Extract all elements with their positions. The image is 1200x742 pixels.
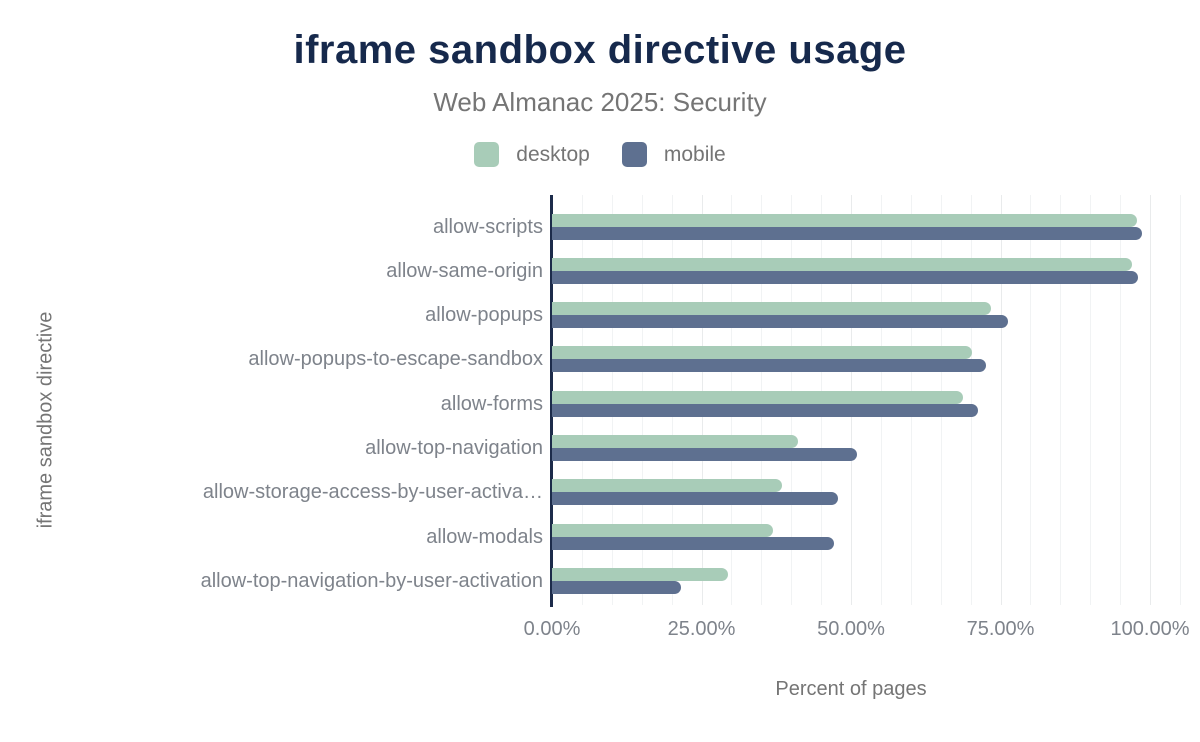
desktop-bar[interactable] — [552, 302, 991, 316]
legend: desktop mobile — [0, 142, 1200, 167]
y-axis-title: iframe sandbox directive — [34, 311, 57, 529]
gridline — [1120, 195, 1122, 605]
category-label: allow-popups-to-escape-sandbox — [248, 348, 543, 371]
desktop-bar[interactable] — [552, 346, 972, 360]
legend-label-mobile: mobile — [663, 142, 726, 166]
x-tick-label: 100.00% — [1110, 618, 1190, 640]
mobile-bar[interactable] — [552, 270, 1138, 284]
chart-title: iframe sandbox directive usage — [293, 28, 907, 72]
gridline — [1090, 195, 1092, 605]
x-tick-label: 0.00% — [523, 618, 581, 640]
gridline — [1030, 195, 1032, 605]
desktop-bar[interactable] — [552, 567, 728, 581]
x-tick-label: 25.00% — [667, 618, 736, 640]
bar-row: allow-same-origin — [386, 257, 1138, 285]
desktop-bar[interactable] — [552, 390, 964, 404]
chart-subtitle: Web Almanac 2025: Security — [433, 87, 767, 117]
category-label: allow-top-navigation — [365, 437, 543, 459]
desktop-bar[interactable] — [552, 523, 774, 537]
mobile-bar[interactable] — [552, 536, 835, 550]
bar-row: allow-scripts — [433, 213, 1142, 241]
desktop-bar[interactable] — [552, 213, 1137, 227]
bar-row: allow-forms — [441, 390, 978, 418]
x-axis-title: Percent of pages — [775, 678, 927, 700]
plot-area: allow-scripts allow-same-origin allow-popu… — [201, 195, 1185, 607]
bar-row: allow-top-navigation-by-user-activation — [201, 567, 728, 595]
x-tick-label: 75.00% — [966, 618, 1035, 640]
mobile-bar[interactable] — [552, 315, 1009, 329]
category-label: allow-forms — [440, 392, 543, 415]
bar-row: allow-popups-to-escape-sandbox — [248, 346, 987, 373]
desktop-bar[interactable] — [552, 479, 783, 493]
bar-row: allow-top-navigation — [365, 435, 857, 462]
mobile-bar[interactable] — [552, 226, 1142, 240]
gridline — [1060, 195, 1062, 605]
desktop-bar[interactable] — [552, 435, 798, 448]
x-tick-label: 50.00% — [817, 618, 885, 640]
desktop-series-swatch-icon — [474, 142, 500, 167]
bar-row: allow-popups — [425, 302, 1009, 329]
x-axis-ticks: 0.00% 25.00% 50.00% 75.00% 100.00% — [524, 618, 1190, 642]
category-label: allow-same-origin — [386, 259, 543, 282]
mobile-bar[interactable] — [552, 448, 857, 461]
mobile-bar[interactable] — [552, 492, 838, 506]
gridline — [1150, 195, 1151, 605]
mobile-bar[interactable] — [552, 580, 682, 594]
legend-label-desktop: desktop — [516, 142, 590, 166]
mobile-bar[interactable] — [552, 403, 978, 417]
mobile-bar[interactable] — [552, 359, 987, 373]
category-label: allow-top-navigation-by-user-activation — [200, 569, 543, 592]
bar-row: allow-modals — [426, 523, 835, 551]
bar-row: allow-storage-access-by-user-activa… — [203, 479, 838, 506]
desktop-bar[interactable] — [552, 257, 1132, 271]
category-label: allow-storage-access-by-user-activa… — [202, 481, 543, 504]
mobile-series-swatch-icon — [621, 142, 647, 167]
gridline — [1000, 195, 1002, 605]
y-axis-baseline — [550, 195, 553, 607]
gridline — [970, 195, 972, 605]
category-label: allow-scripts — [432, 215, 543, 238]
legend-item-mobile[interactable]: mobile — [621, 142, 726, 167]
category-label: allow-modals — [426, 525, 543, 548]
category-label: allow-popups — [425, 304, 543, 327]
gridline — [1179, 195, 1181, 605]
legend-item-desktop[interactable]: desktop — [474, 142, 590, 167]
